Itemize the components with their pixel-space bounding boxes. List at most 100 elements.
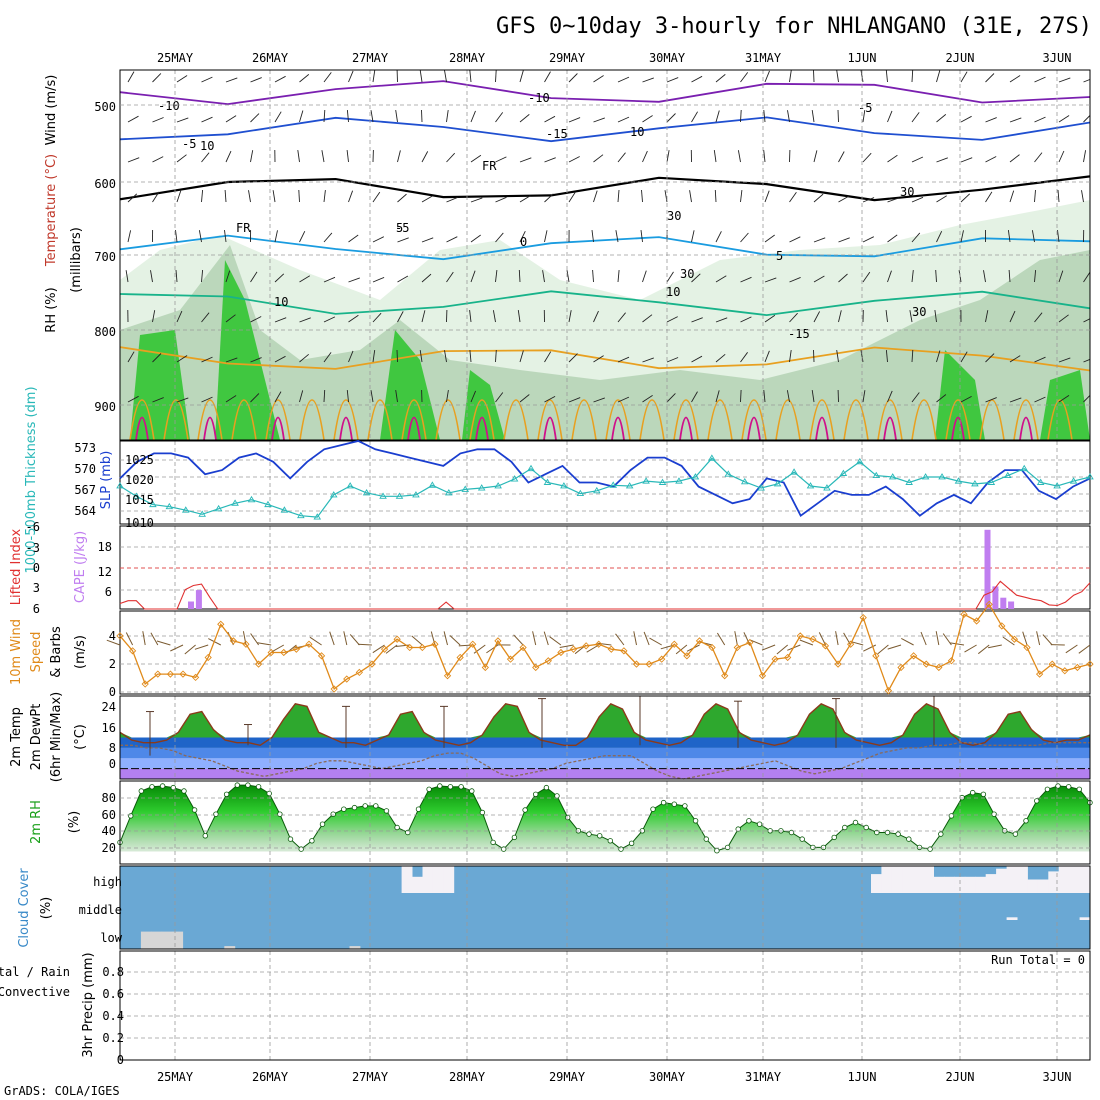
wind-barb: [960, 115, 972, 123]
wind-barb: [642, 395, 653, 403]
wind-barb: [248, 190, 251, 203]
thickness-point: [971, 480, 979, 487]
rh-point: [437, 783, 443, 789]
wind10m-barb: [142, 631, 146, 646]
wind10m-point: [368, 660, 376, 668]
wind-barb: [960, 193, 971, 203]
wind-barb: [1058, 270, 1064, 283]
cloud-cell-high: [1058, 866, 1070, 893]
isotherm-label: FR: [482, 159, 497, 173]
wind10m-line: [119, 603, 1091, 693]
thickness-point: [691, 473, 700, 480]
thickness-point: [609, 481, 618, 488]
thickness-point: [1004, 471, 1012, 479]
wind-barb: [985, 156, 997, 163]
wind-barb: [421, 273, 432, 283]
rh-point: [650, 806, 656, 812]
panel-frame: [119, 950, 1091, 1061]
wind10m-point: [380, 645, 389, 653]
wind-barb: [936, 350, 941, 363]
isotherm-loop: [163, 399, 189, 440]
wind-barb: [642, 150, 648, 163]
wind10m-barb: [106, 639, 121, 646]
wind-barb: [201, 312, 210, 323]
wind-barb: [250, 316, 262, 323]
wind-barb: [887, 154, 898, 163]
rh-band-50: [120, 245, 1090, 440]
wind10m-units: (m/s): [73, 635, 88, 669]
wind10m-barb: [1078, 644, 1091, 654]
temp-tick: 16: [102, 721, 116, 735]
thickness-point: [445, 489, 453, 496]
wind-barb: [201, 269, 204, 283]
wind-barb: [1083, 394, 1090, 403]
rh-point: [703, 836, 709, 842]
thickness-point: [181, 506, 190, 513]
wind-barb: [517, 310, 521, 323]
wind-barb: [960, 157, 973, 163]
wind-barb: [862, 152, 872, 163]
wind10m-point: [582, 642, 590, 650]
wind-barb: [764, 234, 775, 243]
rh-point: [927, 846, 933, 852]
wind10m-point: [330, 685, 338, 693]
wind10m-point: [418, 643, 426, 652]
isotherm-15: [120, 346, 1090, 372]
wind-barb: [446, 236, 458, 243]
rh-point: [1055, 783, 1061, 789]
wind-barb: [1083, 78, 1090, 83]
wind10m-point: [179, 670, 187, 678]
wind-barb: [346, 390, 349, 403]
rh-point: [447, 784, 454, 790]
thickness-point: [576, 489, 585, 497]
thickness-point: [412, 491, 420, 498]
isotherm-loop: [333, 399, 359, 440]
isotherm--10: [120, 80, 1090, 106]
wind10m-point: [317, 652, 326, 660]
wind-barb: [885, 310, 888, 323]
wind-barb: [617, 396, 630, 403]
thickness-point: [477, 484, 486, 491]
wind-barb: [715, 275, 727, 283]
wind-barb: [250, 357, 262, 363]
temp-band: [120, 737, 1090, 748]
date-label-bottom: 28MAY: [449, 1070, 486, 1084]
run-total: Run Total = 0: [991, 953, 1085, 967]
wind-barb: [666, 316, 678, 323]
wind-barb: [568, 73, 578, 83]
wind-barb: [544, 71, 551, 83]
thickness-tick: 570: [74, 462, 96, 476]
wind10m-point: [343, 675, 351, 683]
cloud-cell-low: [151, 931, 163, 949]
rh-fill: [120, 785, 1090, 852]
wind10m-barb: [349, 634, 360, 646]
wind-barb: [348, 277, 360, 283]
wind-barb: [444, 350, 447, 363]
wind-barb: [813, 70, 815, 83]
temp-band: [120, 747, 1090, 759]
isotherm-loop-warm: [815, 416, 829, 440]
rh-point: [469, 788, 475, 794]
wind-barb: [470, 110, 476, 123]
wind-barb: [813, 150, 818, 163]
wind-barb: [495, 156, 507, 163]
wind-barb: [887, 110, 893, 123]
wind10m-axis-label-1: 10m Wind: [9, 619, 24, 685]
precip-tick: 0.2: [102, 1031, 124, 1045]
wind-barb: [593, 310, 599, 323]
isotherm-loop-warm: [747, 416, 761, 440]
rh-point: [351, 804, 358, 811]
thickness-point: [856, 457, 864, 465]
wind-barb: [495, 349, 497, 363]
rh-point: [714, 848, 720, 854]
pressure-tick: 900: [94, 400, 116, 414]
wind-barb: [1034, 76, 1046, 83]
wind10m-point: [191, 673, 200, 682]
thickness-point: [297, 511, 305, 519]
wind-barb: [1058, 150, 1065, 163]
wind-barb: [593, 355, 604, 363]
wind10m-point: [947, 657, 956, 665]
li-tick: -3: [26, 541, 40, 555]
cloud-axis-label: Cloud Cover: [17, 868, 32, 948]
temp-axis-label-3: (6hr Min/Max): [49, 692, 64, 782]
